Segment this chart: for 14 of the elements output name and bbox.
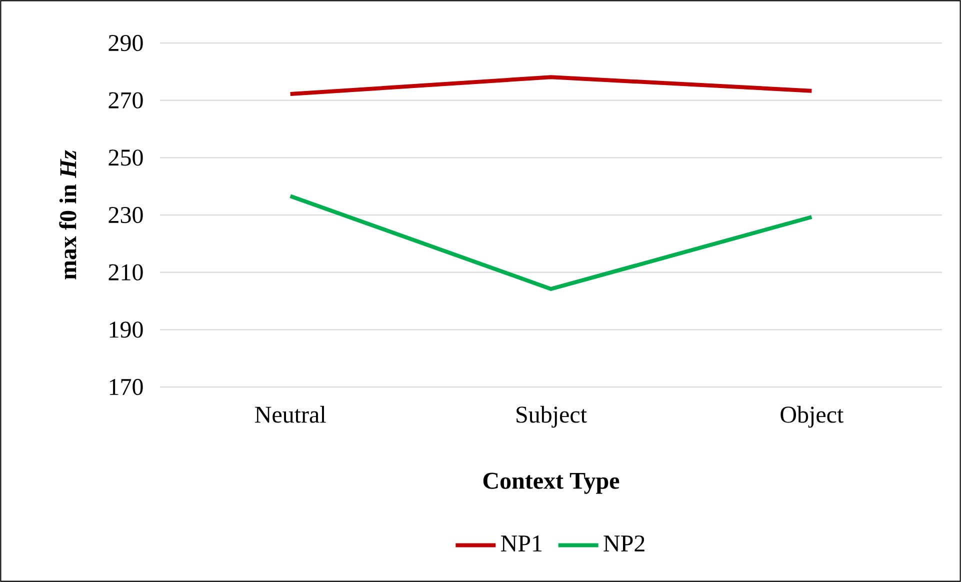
y-tick-label: 170 <box>110 378 143 396</box>
x-tick-label: Object <box>780 406 844 428</box>
x-tick-label: Neutral <box>255 406 326 423</box>
y-axis-title: max f0 in Hz <box>59 150 76 280</box>
legend-label: NP2 <box>604 535 644 552</box>
y-tick-label: 210 <box>108 264 143 280</box>
y-tick-label: 190 <box>110 322 143 338</box>
y-tick-label: 230 <box>108 206 143 224</box>
x-tick-label: Subject <box>516 406 587 428</box>
y-tick-label: 270 <box>108 92 143 108</box>
x-axis-title: Context Type <box>483 472 620 494</box>
y-tick-label: 250 <box>108 150 143 166</box>
y-tick-label: 290 <box>108 34 143 52</box>
legend-label: NP1 <box>501 536 542 552</box>
